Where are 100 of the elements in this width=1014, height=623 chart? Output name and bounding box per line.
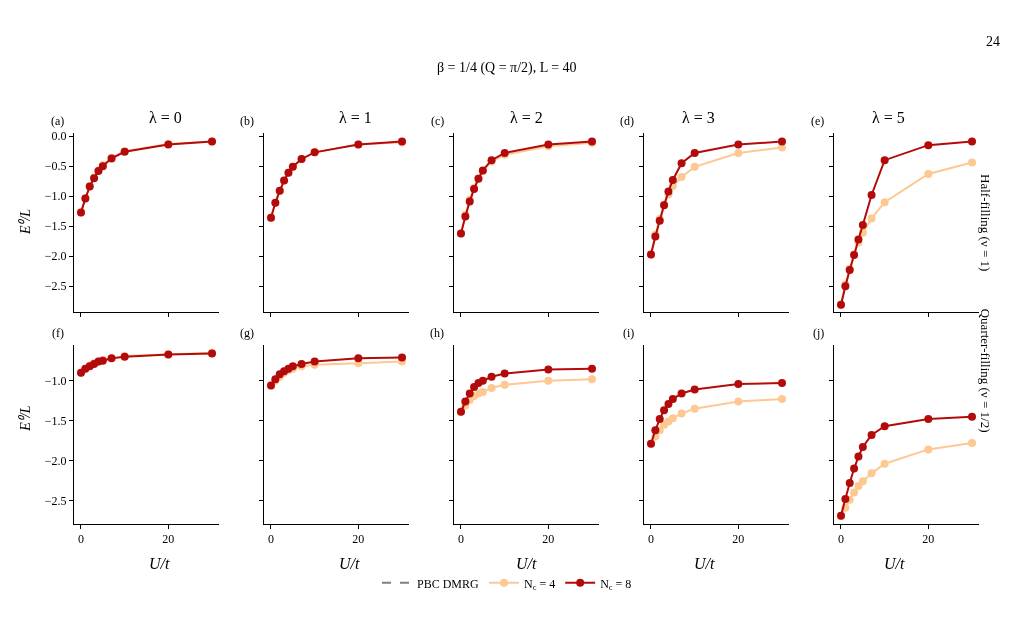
point xyxy=(858,477,867,486)
text: (i) xyxy=(623,326,635,340)
text: (d) xyxy=(620,114,634,128)
point xyxy=(845,478,854,487)
y-axis-title: E⁰/L xyxy=(17,208,33,236)
point xyxy=(734,140,743,149)
y-tick-label: −0.5 xyxy=(44,159,67,174)
point xyxy=(968,137,977,146)
point xyxy=(500,369,509,378)
point xyxy=(487,383,496,392)
chart-title: λ = 5 xyxy=(872,109,905,126)
point xyxy=(651,426,660,435)
text: (h) xyxy=(430,326,444,340)
annotation: Quarter-filling (ν = 1/2) xyxy=(977,308,993,433)
y-tick-label: −2.5 xyxy=(44,279,67,294)
y-tick-label: 0.0 xyxy=(51,129,67,144)
point xyxy=(690,385,699,394)
point xyxy=(544,376,553,385)
y-tick-label: −2.5 xyxy=(44,493,67,508)
point xyxy=(778,143,787,152)
y-tick-label: −1.5 xyxy=(44,413,67,428)
point xyxy=(668,414,677,423)
point xyxy=(968,439,977,447)
x-tick-label: 0 xyxy=(77,532,84,547)
annotation: Half-filling (ν = 1) xyxy=(978,174,994,272)
point xyxy=(588,364,597,373)
point xyxy=(690,404,699,413)
point xyxy=(867,431,876,440)
point xyxy=(924,141,933,150)
legend-label: N$_{c}$ = 4 xyxy=(524,576,556,593)
point xyxy=(690,148,699,157)
point xyxy=(544,365,553,374)
y-tick-label: −1.0 xyxy=(44,373,67,388)
point xyxy=(664,399,673,408)
x-axis-title: U/t xyxy=(694,555,715,572)
point xyxy=(867,214,876,223)
x-tick-label: 20 xyxy=(732,532,745,547)
point xyxy=(850,464,859,473)
point xyxy=(924,445,933,454)
chart-title: λ = 2 xyxy=(510,109,543,126)
point xyxy=(677,172,686,181)
point xyxy=(880,198,889,207)
point xyxy=(465,389,474,398)
x-tick-label: 0 xyxy=(647,532,654,547)
text: β = 1/4 (Q = π/2), L = 40 xyxy=(437,60,577,76)
point xyxy=(850,488,859,497)
y-tick-label: −1.0 xyxy=(44,189,67,204)
x-axis-title: U/t xyxy=(884,555,905,572)
y-axis-title: E⁰/L xyxy=(18,405,34,432)
text: (e) xyxy=(811,114,825,128)
chart-title: λ = 3 xyxy=(682,109,715,126)
text: (c) xyxy=(431,114,445,128)
x-tick-label: 20 xyxy=(922,532,935,547)
point xyxy=(500,380,509,389)
point xyxy=(487,372,496,381)
point xyxy=(867,190,876,199)
point xyxy=(854,482,863,491)
text: (g) xyxy=(240,326,254,340)
y-tick-label: −2.0 xyxy=(44,453,67,468)
x-tick-label: 20 xyxy=(542,532,555,547)
point xyxy=(778,137,787,146)
text: 24 xyxy=(986,34,1000,49)
point xyxy=(478,387,487,396)
point xyxy=(854,452,863,461)
point xyxy=(668,175,677,184)
point xyxy=(677,409,686,418)
point xyxy=(461,397,470,406)
point xyxy=(858,220,867,229)
point xyxy=(880,459,889,468)
point xyxy=(734,379,743,388)
point xyxy=(841,494,850,503)
point xyxy=(880,422,889,431)
point xyxy=(354,354,363,363)
point xyxy=(924,415,933,424)
point xyxy=(734,397,743,406)
point xyxy=(968,158,977,167)
x-tick-label: 20 xyxy=(352,532,365,547)
point xyxy=(660,406,669,415)
point xyxy=(588,375,597,384)
point xyxy=(677,389,686,398)
point xyxy=(778,395,787,404)
point xyxy=(734,148,743,157)
text: (b) xyxy=(240,114,254,128)
y-tick-label: −1.5 xyxy=(44,219,67,234)
point xyxy=(478,376,487,385)
legend-label: PBC DMRG xyxy=(417,576,480,591)
text: (f) xyxy=(52,326,64,340)
x-axis-title: U/t xyxy=(516,555,537,572)
point xyxy=(668,395,677,404)
point xyxy=(690,162,699,171)
point xyxy=(867,469,876,478)
point xyxy=(858,443,867,451)
x-tick-label: 20 xyxy=(162,532,175,547)
x-tick-label: 0 xyxy=(267,532,274,547)
point xyxy=(924,169,933,178)
chart-title: λ = 1 xyxy=(339,109,372,126)
text: (j) xyxy=(813,326,825,340)
point xyxy=(880,156,889,165)
point xyxy=(677,159,686,168)
x-axis-title: U/t xyxy=(339,555,360,572)
